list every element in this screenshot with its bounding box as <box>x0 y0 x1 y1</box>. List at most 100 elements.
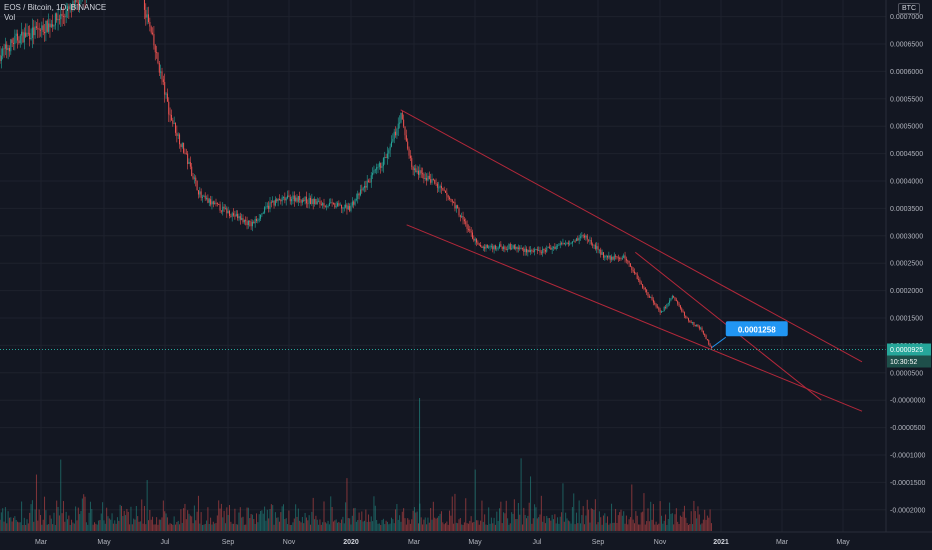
volume-bar <box>170 523 172 531</box>
volume-bar <box>44 496 46 531</box>
candle-body <box>539 250 541 253</box>
candle-body <box>381 166 383 168</box>
volume-bar <box>381 520 383 531</box>
volume-bar <box>615 508 617 531</box>
candle-body <box>596 246 598 249</box>
volume-bar <box>611 503 613 531</box>
candle-body <box>673 295 675 298</box>
candle-body <box>67 6 68 11</box>
candle-body <box>287 195 289 199</box>
candle-body <box>234 215 236 217</box>
channel-line[interactable] <box>400 109 863 363</box>
candle-body <box>634 271 635 274</box>
time-tick-label: Mar <box>408 539 421 546</box>
candle-body <box>366 180 368 188</box>
volume-bar <box>486 524 488 531</box>
volume-bar <box>679 515 681 531</box>
volume-bar <box>467 523 469 531</box>
candle-body <box>22 31 24 43</box>
volume-bar <box>710 523 712 531</box>
candle-body <box>624 255 626 259</box>
candle-body <box>202 196 203 198</box>
price-tick-label: 0.0003000 <box>890 233 923 240</box>
time-axis[interactable]: Mar May Jul Sep Nov 2020 Mar May Jul Sep Nov 2021 Ma… <box>35 539 850 546</box>
volume-bar <box>434 517 436 531</box>
candle-body <box>577 238 579 241</box>
candle-body <box>656 306 658 308</box>
volume-bar <box>428 522 430 531</box>
candle-body <box>493 245 495 250</box>
candle-body <box>404 126 406 136</box>
candle-body <box>48 23 50 32</box>
volume-bar <box>38 509 40 531</box>
candle-body <box>469 229 471 232</box>
volume-bar <box>554 514 556 531</box>
volume-bar <box>577 523 579 531</box>
volume-bar <box>423 519 425 531</box>
candle-body <box>530 250 532 253</box>
volume-bar <box>353 508 355 531</box>
volume-bar <box>553 519 554 531</box>
volume-bar <box>330 496 332 531</box>
candle-body <box>467 228 469 230</box>
volume-bar <box>465 498 467 531</box>
volume-bar <box>95 523 97 531</box>
channel-line[interactable] <box>406 224 863 412</box>
candle-body <box>580 236 581 238</box>
volume-bar <box>176 521 178 531</box>
candle-body <box>408 148 410 156</box>
candle-body <box>308 197 310 204</box>
volume-label[interactable]: Vol <box>4 13 16 22</box>
volume-bar <box>531 523 533 531</box>
price-annotation[interactable]: 0.0001258 <box>711 321 788 348</box>
candle-body <box>79 0 81 6</box>
volume-bar <box>29 512 31 531</box>
symbol-title[interactable]: EOS / Bitcoin, 1D, BINANCE <box>4 3 107 12</box>
candle-body <box>338 203 340 206</box>
volume-bar <box>416 511 418 531</box>
volume-bar <box>548 518 550 531</box>
candle-body <box>312 199 314 204</box>
volume-bar <box>287 524 289 531</box>
volume-bar <box>616 522 618 531</box>
candle-body <box>192 176 194 179</box>
candle-body <box>264 207 266 213</box>
time-tick-label: Mar <box>35 539 48 546</box>
volume-bar <box>291 524 293 531</box>
volume-bar <box>382 518 384 531</box>
volume-bar <box>72 522 74 531</box>
candle-body <box>207 197 209 203</box>
volume-bar <box>131 524 133 531</box>
unit-badge[interactable]: BTC <box>898 3 920 14</box>
volume-bar <box>250 514 252 531</box>
volume-bar <box>17 521 19 531</box>
volume-bar <box>681 516 683 531</box>
volume-bar <box>112 523 114 531</box>
volume-bar <box>40 515 41 531</box>
candle-body <box>0 54 1 62</box>
candle-body <box>250 221 252 227</box>
volume-bar <box>521 524 523 531</box>
volume-bar <box>122 516 124 531</box>
candle-body <box>176 132 178 136</box>
price-axis[interactable]: 0.0007000 0.0006500 0.0006000 0.0005500 0.00… <box>890 14 926 514</box>
volume-bar <box>489 523 491 531</box>
candle-body <box>384 157 386 159</box>
volume-bar <box>704 509 706 531</box>
candle-body <box>679 305 681 309</box>
volume-bar <box>241 517 243 531</box>
volume-bar <box>472 522 473 531</box>
volume-bar <box>401 511 403 531</box>
volume-bar <box>0 512 2 531</box>
volume-bar <box>368 514 370 531</box>
volume-bar <box>463 522 465 531</box>
volume-bar <box>208 523 210 531</box>
candle-body <box>50 24 52 28</box>
candle-body <box>512 245 514 249</box>
candle-body <box>377 166 379 168</box>
volume-bar <box>303 523 305 531</box>
volume-bar <box>420 517 422 531</box>
volume-bar <box>585 515 587 531</box>
price-tick-label: 0.0000500 <box>890 370 923 377</box>
